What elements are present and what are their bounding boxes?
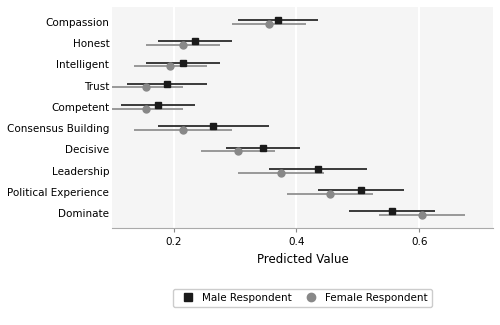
- X-axis label: Predicted Value: Predicted Value: [256, 253, 348, 266]
- Legend: Male Respondent, Female Respondent: Male Respondent, Female Respondent: [173, 289, 432, 307]
